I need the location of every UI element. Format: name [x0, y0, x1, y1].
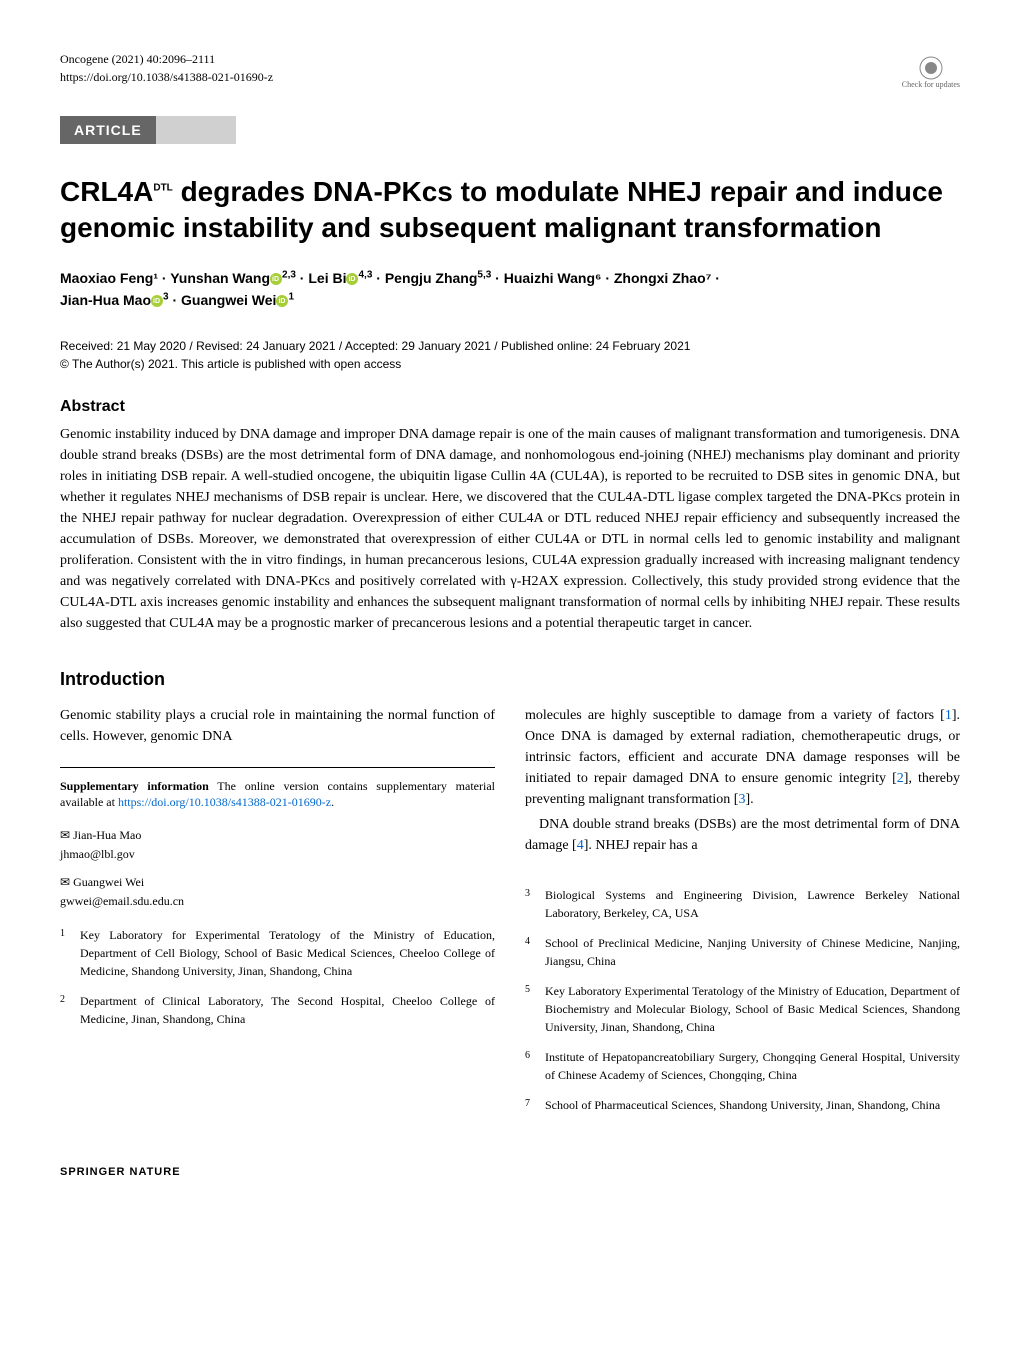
affil-num: 3: [525, 886, 545, 922]
ref-link[interactable]: 4: [577, 838, 584, 853]
ref-link[interactable]: 1: [945, 708, 952, 723]
affil-text: Biological Systems and Engineering Divis…: [545, 886, 960, 922]
check-updates-icon: [919, 56, 943, 80]
affiliation-item: 7 School of Pharmaceutical Sciences, Sha…: [525, 1096, 960, 1114]
journal-doi: https://doi.org/10.1038/s41388-021-01690…: [60, 68, 960, 86]
corr-name: Jian-Hua Mao: [73, 828, 141, 842]
orcid-icon[interactable]: [270, 273, 282, 285]
affil-num: 6: [525, 1048, 545, 1084]
envelope-icon: ✉: [60, 828, 70, 842]
affil-num: 4: [525, 934, 545, 970]
ref-link[interactable]: 2: [897, 771, 904, 786]
affil-text: School of Pharmaceutical Sciences, Shand…: [545, 1096, 940, 1114]
check-updates-text: Check for updates: [902, 80, 960, 89]
abstract-text: Genomic instability induced by DNA damag…: [60, 424, 960, 634]
author-list: Maoxiao Feng¹ · Yunshan Wang2,3 · Lei Bi…: [60, 267, 960, 312]
affil-num: 1: [60, 926, 80, 980]
supplementary-info: Supplementary information The online ver…: [60, 767, 495, 812]
affil-num: 7: [525, 1096, 545, 1114]
affil-num: 2: [60, 992, 80, 1028]
orcid-icon[interactable]: [276, 295, 288, 307]
orcid-icon[interactable]: [151, 295, 163, 307]
correspondence-block: ✉ Jian-Hua Mao jhmao@lbl.gov ✉ Guangwei …: [60, 826, 495, 911]
affil-text: Key Laboratory Experimental Teratology o…: [545, 982, 960, 1036]
correspondence-item: ✉ Guangwei Wei gwwei@email.sdu.edu.cn: [60, 873, 495, 911]
intro-para-1: Genomic stability plays a crucial role i…: [60, 705, 495, 747]
affil-text: Key Laboratory for Experimental Teratolo…: [80, 926, 495, 980]
journal-citation: Oncogene (2021) 40:2096–2111: [60, 50, 960, 68]
right-column: molecules are highly susceptible to dama…: [525, 705, 960, 1126]
affiliation-item: 6 Institute of Hepatopancreatobiliary Su…: [525, 1048, 960, 1084]
dates-copyright: © The Author(s) 2021. This article is pu…: [60, 355, 960, 373]
check-updates-badge[interactable]: Check for updates: [902, 56, 960, 89]
affil-text: School of Preclinical Medicine, Nanjing …: [545, 934, 960, 970]
affiliation-item: 5 Key Laboratory Experimental Teratology…: [525, 982, 960, 1036]
correspondence-item: ✉ Jian-Hua Mao jhmao@lbl.gov: [60, 826, 495, 864]
affiliation-item: 3 Biological Systems and Engineering Div…: [525, 886, 960, 922]
abstract-heading: Abstract: [60, 398, 960, 416]
introduction-heading: Introduction: [60, 669, 960, 690]
affil-text: Institute of Hepatopancreatobiliary Surg…: [545, 1048, 960, 1084]
publisher-footer: SPRINGER NATURE: [60, 1166, 960, 1178]
affiliation-item: 1 Key Laboratory for Experimental Terato…: [60, 926, 495, 980]
orcid-icon[interactable]: [346, 273, 358, 285]
article-dates: Received: 21 May 2020 / Revised: 24 Janu…: [60, 337, 960, 373]
affiliation-item: 2 Department of Clinical Laboratory, The…: [60, 992, 495, 1028]
affil-text: Department of Clinical Laboratory, The S…: [80, 992, 495, 1028]
article-type-label: ARTICLE: [60, 116, 156, 144]
intro-para-2: molecules are highly susceptible to dama…: [525, 705, 960, 810]
affiliations-left: 1 Key Laboratory for Experimental Terato…: [60, 926, 495, 1028]
corr-email: gwwei@email.sdu.edu.cn: [60, 894, 184, 908]
dates-received: Received: 21 May 2020 / Revised: 24 Janu…: [60, 337, 960, 355]
two-column-layout: Genomic stability plays a crucial role i…: [60, 705, 960, 1126]
left-column: Genomic stability plays a crucial role i…: [60, 705, 495, 1126]
envelope-icon: ✉: [60, 875, 70, 889]
journal-header: Oncogene (2021) 40:2096–2111 https://doi…: [60, 50, 960, 86]
supp-label: Supplementary information: [60, 779, 209, 793]
article-title: CRL4ADTL degrades DNA-PKcs to modulate N…: [60, 174, 960, 247]
intro-para-3: DNA double strand breaks (DSBs) are the …: [525, 814, 960, 856]
supp-link[interactable]: https://doi.org/10.1038/s41388-021-01690…: [118, 795, 331, 809]
affil-num: 5: [525, 982, 545, 1036]
affiliation-item: 4 School of Preclinical Medicine, Nanjin…: [525, 934, 960, 970]
corr-email: jhmao@lbl.gov: [60, 847, 135, 861]
affiliations-right: 3 Biological Systems and Engineering Div…: [525, 886, 960, 1114]
corr-name: Guangwei Wei: [73, 875, 144, 889]
